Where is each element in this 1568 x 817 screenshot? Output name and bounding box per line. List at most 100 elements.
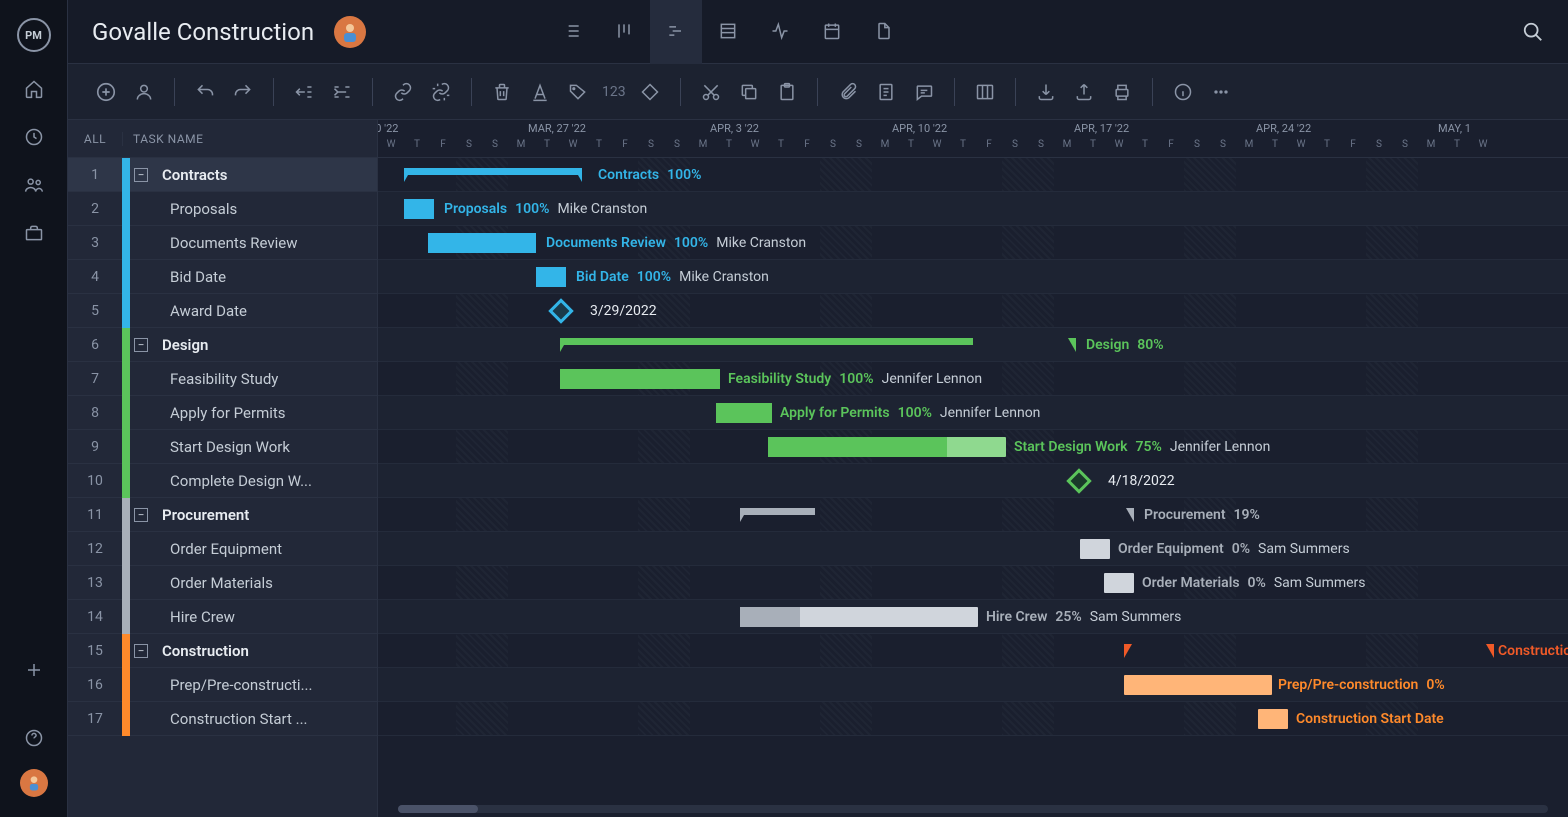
- gantt-scroll-track[interactable]: [398, 805, 1548, 813]
- outdent-icon[interactable]: [290, 78, 318, 106]
- delete-icon[interactable]: [488, 78, 516, 106]
- gantt-summary-bar[interactable]: [740, 508, 1134, 515]
- gantt-row[interactable]: Procurement19%: [378, 498, 1568, 532]
- collapse-icon[interactable]: −: [134, 168, 148, 182]
- gantt-summary-bar[interactable]: [560, 338, 1076, 345]
- briefcase-icon[interactable]: [23, 222, 45, 244]
- columns-icon[interactable]: [971, 78, 999, 106]
- gantt-row[interactable]: Order Materials0%Sam Summers: [378, 566, 1568, 600]
- gantt-task-bar[interactable]: [1124, 675, 1272, 695]
- view-sheet-icon[interactable]: [702, 0, 754, 64]
- task-row[interactable]: 2Proposals: [68, 192, 377, 226]
- unlink-icon[interactable]: [427, 78, 455, 106]
- gantt-row[interactable]: Proposals100%Mike Cranston: [378, 192, 1568, 226]
- task-row[interactable]: 9Start Design Work: [68, 430, 377, 464]
- team-icon[interactable]: [23, 174, 45, 196]
- print-icon[interactable]: [1108, 78, 1136, 106]
- paste-icon[interactable]: [773, 78, 801, 106]
- gantt-milestone[interactable]: [1066, 468, 1091, 493]
- task-row[interactable]: 12Order Equipment: [68, 532, 377, 566]
- gantt-row[interactable]: Contracts100%: [378, 158, 1568, 192]
- gantt-task-bar[interactable]: [1258, 709, 1288, 729]
- gantt-chart[interactable]: 3, 20 '22MAR, 27 '22APR, 3 '22APR, 10 '2…: [378, 120, 1568, 817]
- gantt-row[interactable]: Start Design Work75%Jennifer Lennon: [378, 430, 1568, 464]
- home-icon[interactable]: [23, 78, 45, 100]
- gantt-row[interactable]: Design80%: [378, 328, 1568, 362]
- task-row[interactable]: 3Documents Review: [68, 226, 377, 260]
- notes-icon[interactable]: [872, 78, 900, 106]
- task-row[interactable]: 8Apply for Permits: [68, 396, 377, 430]
- task-row[interactable]: 17Construction Start ...: [68, 702, 377, 736]
- text-style-icon[interactable]: [526, 78, 554, 106]
- collapse-icon[interactable]: −: [134, 338, 148, 352]
- task-row[interactable]: 7Feasibility Study: [68, 362, 377, 396]
- gantt-task-bar[interactable]: [768, 437, 1006, 457]
- collapse-icon[interactable]: −: [134, 508, 148, 522]
- gantt-task-bar[interactable]: [1080, 539, 1110, 559]
- gantt-task-bar[interactable]: [716, 403, 772, 423]
- view-board-icon[interactable]: [598, 0, 650, 64]
- gantt-task-bar[interactable]: [428, 233, 536, 253]
- search-icon[interactable]: [1522, 21, 1544, 43]
- view-calendar-icon[interactable]: [806, 0, 858, 64]
- more-icon[interactable]: [1207, 78, 1235, 106]
- cut-icon[interactable]: [697, 78, 725, 106]
- redo-icon[interactable]: [229, 78, 257, 106]
- task-row[interactable]: 1−Contracts: [68, 158, 377, 192]
- plus-icon[interactable]: [23, 659, 45, 681]
- gantt-summary-bar[interactable]: [1124, 644, 1494, 651]
- gantt-task-bar[interactable]: [404, 199, 434, 219]
- task-row[interactable]: 10Complete Design W...: [68, 464, 377, 498]
- task-row[interactable]: 14Hire Crew: [68, 600, 377, 634]
- project-avatar[interactable]: [334, 16, 366, 48]
- gantt-task-bar[interactable]: [740, 607, 978, 627]
- gantt-row[interactable]: Apply for Permits100%Jennifer Lennon: [378, 396, 1568, 430]
- gantt-summary-bar[interactable]: [404, 168, 582, 175]
- task-row[interactable]: 16Prep/Pre-constructi...: [68, 668, 377, 702]
- info-icon[interactable]: [1169, 78, 1197, 106]
- gantt-task-bar[interactable]: [560, 369, 720, 389]
- user-avatar[interactable]: [20, 769, 48, 797]
- collapse-icon[interactable]: −: [134, 644, 148, 658]
- tag-icon[interactable]: [564, 78, 592, 106]
- task-row[interactable]: 11−Procurement: [68, 498, 377, 532]
- task-row[interactable]: 5Award Date: [68, 294, 377, 328]
- view-list-icon[interactable]: [546, 0, 598, 64]
- col-all[interactable]: ALL: [68, 132, 122, 146]
- gantt-row[interactable]: Construction: [378, 634, 1568, 668]
- help-icon[interactable]: [23, 727, 45, 749]
- attach-icon[interactable]: [834, 78, 862, 106]
- copy-icon[interactable]: [735, 78, 763, 106]
- gantt-scroll-thumb[interactable]: [398, 805, 478, 813]
- import-icon[interactable]: [1032, 78, 1060, 106]
- clock-icon[interactable]: [23, 126, 45, 148]
- task-row[interactable]: 13Order Materials: [68, 566, 377, 600]
- gantt-row[interactable]: Construction Start Date: [378, 702, 1568, 736]
- gantt-task-bar[interactable]: [1104, 573, 1134, 593]
- indent-icon[interactable]: [328, 78, 356, 106]
- export-icon[interactable]: [1070, 78, 1098, 106]
- assign-icon[interactable]: [130, 78, 158, 106]
- gantt-task-bar[interactable]: [536, 267, 566, 287]
- gantt-row[interactable]: Bid Date100%Mike Cranston: [378, 260, 1568, 294]
- gantt-row[interactable]: Feasibility Study100%Jennifer Lennon: [378, 362, 1568, 396]
- view-file-icon[interactable]: [858, 0, 910, 64]
- gantt-row[interactable]: 3/29/2022: [378, 294, 1568, 328]
- gantt-milestone[interactable]: [548, 298, 573, 323]
- col-name[interactable]: TASK NAME: [122, 132, 203, 146]
- gantt-row[interactable]: Prep/Pre-construction0%: [378, 668, 1568, 702]
- task-row[interactable]: 15−Construction: [68, 634, 377, 668]
- task-row[interactable]: 4Bid Date: [68, 260, 377, 294]
- logo[interactable]: PM: [17, 18, 51, 52]
- milestone-icon[interactable]: [636, 78, 664, 106]
- add-icon[interactable]: [92, 78, 120, 106]
- view-gantt-icon[interactable]: [650, 0, 702, 64]
- link-icon[interactable]: [389, 78, 417, 106]
- gantt-row[interactable]: 4/18/2022: [378, 464, 1568, 498]
- undo-icon[interactable]: [191, 78, 219, 106]
- gantt-row[interactable]: Documents Review100%Mike Cranston: [378, 226, 1568, 260]
- view-activity-icon[interactable]: [754, 0, 806, 64]
- task-row[interactable]: 6−Design: [68, 328, 377, 362]
- gantt-row[interactable]: Hire Crew25%Sam Summers: [378, 600, 1568, 634]
- gantt-row[interactable]: Order Equipment0%Sam Summers: [378, 532, 1568, 566]
